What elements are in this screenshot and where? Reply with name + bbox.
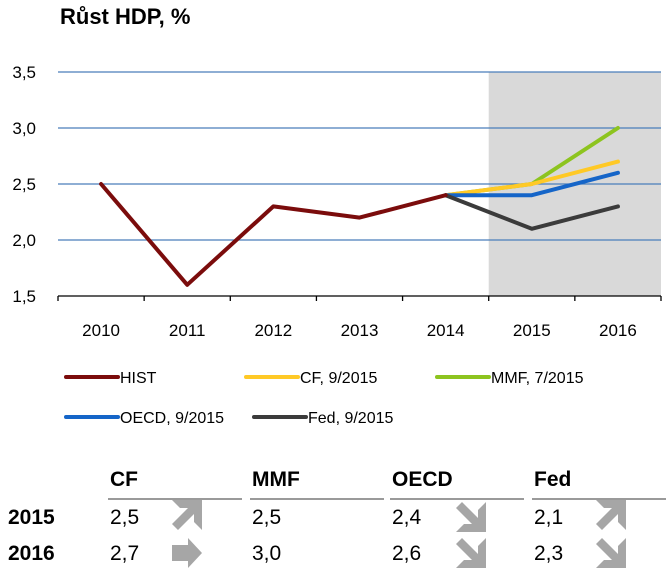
table-header-cf: CF [110, 468, 138, 491]
table-header-oecd: OECD [392, 468, 453, 491]
trend-arrow-up-icon [596, 500, 626, 530]
series-line-fed [443, 193, 620, 231]
y-tick-label: 2,0 [12, 231, 36, 250]
forecast-value: 3,0 [252, 542, 282, 565]
legend-label: HIST [120, 370, 157, 387]
series-line-hist [99, 182, 448, 287]
row-year-label: 2016 [8, 542, 55, 565]
trend-arrow-up-icon [172, 500, 202, 530]
x-tick-label: 2010 [82, 321, 120, 340]
x-tick-label: 2014 [427, 321, 465, 340]
x-tick-label: 2011 [169, 321, 206, 340]
y-tick-label: 3,0 [12, 119, 36, 138]
forecast-value: 2,1 [534, 506, 564, 529]
header-underline [250, 498, 384, 500]
forecast-value: 2,5 [252, 506, 282, 529]
legend-label: OECD, 9/2015 [120, 410, 224, 427]
table-header-fed: Fed [534, 468, 572, 491]
y-tick-label: 1,5 [12, 287, 36, 306]
y-tick-label: 2,5 [12, 175, 36, 194]
legend-label: MMF, 7/2015 [491, 370, 584, 387]
x-tick-label: 2015 [513, 321, 551, 340]
trend-arrow-down-icon [456, 502, 486, 532]
x-tick-label: 2013 [341, 321, 379, 340]
forecast-value: 2,6 [392, 542, 422, 565]
forecast-value: 2,4 [392, 506, 422, 529]
forecast-value: 2,5 [110, 506, 140, 529]
chart-title: Růst HDP, % [60, 4, 191, 29]
series-line-oecd [443, 170, 620, 198]
trend-arrow-down-icon [456, 538, 486, 568]
row-year-label: 2015 [8, 506, 55, 529]
table-header-mmf: MMF [252, 468, 300, 491]
trend-arrow-down-icon [596, 538, 626, 568]
header-underline [390, 498, 524, 500]
legend-label: CF, 9/2015 [300, 370, 377, 387]
forecast-value: 2,3 [534, 542, 564, 565]
forecast-value: 2,7 [110, 542, 140, 565]
x-tick-label: 2016 [599, 321, 637, 340]
header-underline [532, 498, 666, 500]
series-line-cf [443, 159, 620, 198]
y-tick-label: 3,5 [12, 63, 36, 82]
line-chart: 1,5 2,0 2,5 3,0 3,5 2010 2011 2012 2013 2014 2015 2… [12, 63, 662, 427]
trend-arrow-right-icon [172, 538, 202, 568]
x-tick-label: 2012 [254, 321, 292, 340]
header-underline [108, 498, 242, 500]
legend-label: Fed, 9/2015 [308, 410, 394, 427]
